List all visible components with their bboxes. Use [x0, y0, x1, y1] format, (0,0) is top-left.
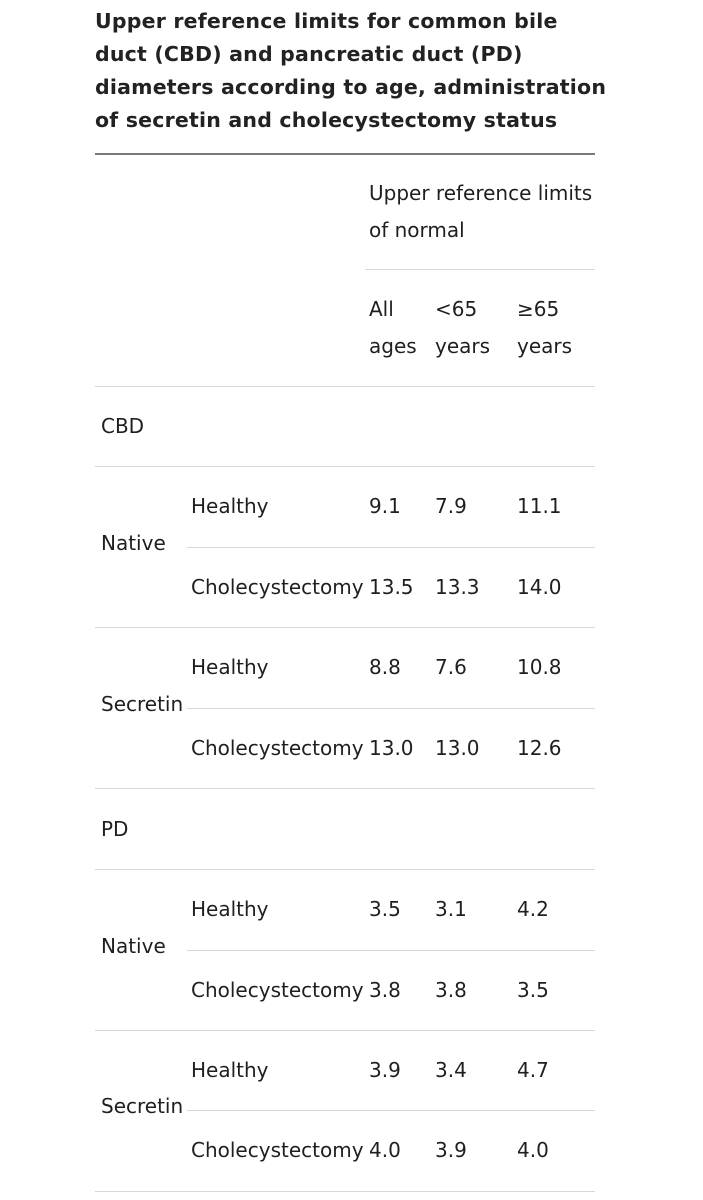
group-label-secretin: Secretin: [101, 692, 184, 716]
section-divider: [95, 466, 595, 467]
value-over-65: 3.5: [517, 978, 549, 1002]
header-col-over65-line1: ≥65: [517, 297, 560, 321]
header-group-divider: [365, 269, 595, 270]
section-label-cbd: CBD: [101, 414, 145, 438]
group-divider: [95, 1030, 595, 1031]
value-all-ages: 3.5: [369, 897, 401, 921]
section-divider: [95, 869, 595, 870]
value-over-65: 12.6: [517, 736, 562, 760]
group-label-secretin: Secretin: [101, 1094, 184, 1118]
value-all-ages: 13.0: [369, 736, 414, 760]
value-all-ages: 13.5: [369, 575, 414, 599]
header-col-over65-line2: years: [517, 334, 573, 358]
table-title: Upper reference limits for common bile d…: [95, 9, 607, 132]
value-all-ages: 8.8: [369, 655, 401, 679]
value-under-65: 3.1: [435, 897, 467, 921]
value-under-65: 3.9: [435, 1138, 467, 1162]
value-all-ages: 3.9: [369, 1058, 401, 1082]
value-under-65: 3.8: [435, 978, 467, 1002]
value-over-65: 10.8: [517, 655, 562, 679]
header-col-under65-line2: years: [435, 334, 491, 358]
header-group-label-line2: of normal: [369, 218, 465, 242]
row-divider: [187, 1110, 595, 1111]
header-col-all-line2: ages: [369, 334, 417, 358]
row-label: Healthy: [191, 655, 269, 679]
value-under-65: 13.3: [435, 575, 480, 599]
header-divider: [95, 386, 595, 387]
row-label: Cholecystectomy: [191, 978, 364, 1002]
group-label-native: Native: [101, 531, 166, 555]
title-divider: [95, 153, 595, 155]
value-over-65: 11.1: [517, 494, 562, 518]
value-under-65: 7.6: [435, 655, 467, 679]
value-over-65: 4.7: [517, 1058, 549, 1082]
row-label: Cholecystectomy: [191, 736, 364, 760]
row-divider: [187, 950, 595, 951]
section-label-pd: PD: [101, 817, 129, 841]
group-label-native: Native: [101, 934, 166, 958]
row-label: Cholecystectomy: [191, 1138, 364, 1162]
header-col-all-line1: All: [369, 297, 394, 321]
row-label: Cholecystectomy: [191, 575, 364, 599]
value-all-ages: 9.1: [369, 494, 401, 518]
value-over-65: 14.0: [517, 575, 562, 599]
header-col-under65-line1: <65: [435, 297, 478, 321]
section-divider: [95, 788, 595, 789]
value-under-65: 13.0: [435, 736, 480, 760]
group-divider: [95, 627, 595, 628]
row-divider: [187, 547, 595, 548]
value-under-65: 3.4: [435, 1058, 467, 1082]
value-over-65: 4.2: [517, 897, 549, 921]
header-group-label-line1: Upper reference limits: [369, 181, 593, 205]
row-divider: [187, 708, 595, 709]
row-label: Healthy: [191, 1058, 269, 1082]
value-all-ages: 4.0: [369, 1138, 401, 1162]
row-label: Healthy: [191, 494, 269, 518]
table-bottom-rule: [95, 1191, 595, 1192]
value-under-65: 7.9: [435, 494, 467, 518]
value-over-65: 4.0: [517, 1138, 549, 1162]
value-all-ages: 3.8: [369, 978, 401, 1002]
row-label: Healthy: [191, 897, 269, 921]
